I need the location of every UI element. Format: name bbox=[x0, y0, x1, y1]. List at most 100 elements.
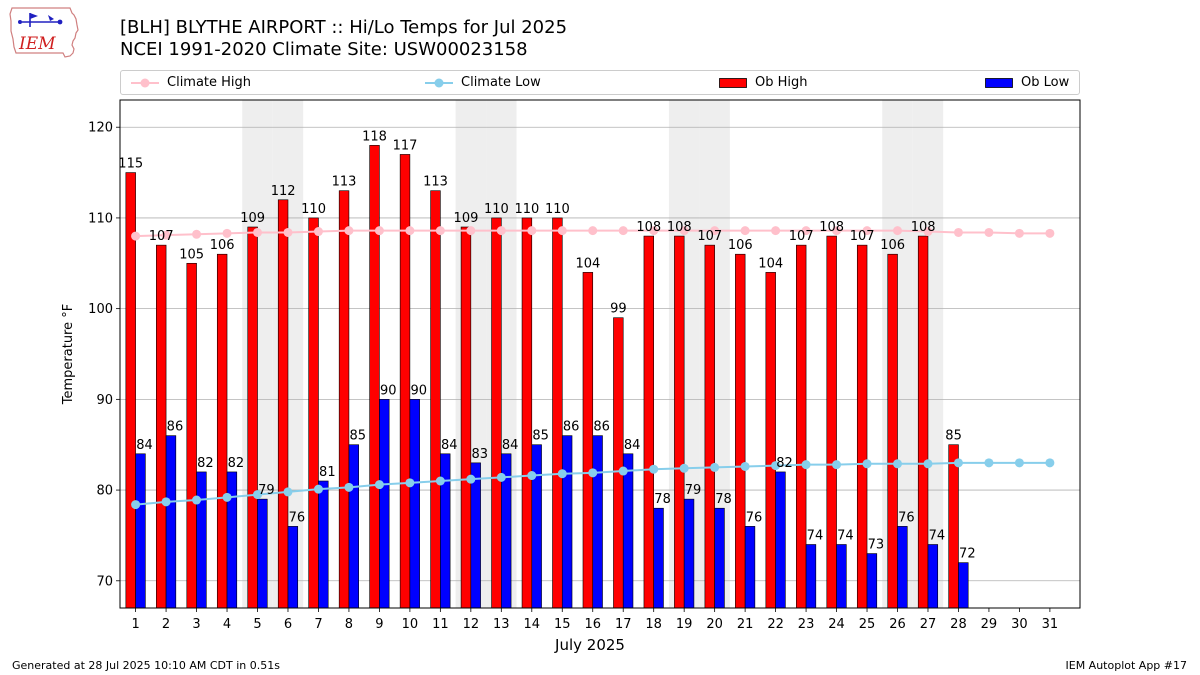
ob-low-bar bbox=[775, 471, 786, 609]
climate-low-point bbox=[801, 460, 811, 470]
ob-high-bar bbox=[826, 235, 837, 609]
ob-low-bar bbox=[958, 562, 969, 609]
climate-high-point bbox=[1045, 228, 1055, 238]
climate-high-point bbox=[557, 226, 567, 236]
ob-high-value-label: 105 bbox=[179, 247, 204, 262]
ob-low-value-label: 84 bbox=[502, 438, 519, 453]
climate-low-point bbox=[679, 463, 689, 473]
ob-low-bar bbox=[897, 526, 908, 609]
climate-high-point bbox=[313, 227, 323, 237]
x-tick-label: 23 bbox=[798, 617, 815, 632]
climate-high-point bbox=[618, 226, 628, 236]
climate-high-point bbox=[222, 228, 232, 238]
ob-high-value-label: 107 bbox=[149, 229, 174, 244]
x-tick-label: 11 bbox=[432, 617, 449, 632]
ob-high-bar bbox=[430, 190, 441, 609]
ob-high-value-label: 109 bbox=[240, 211, 265, 226]
ob-high-bar bbox=[643, 235, 654, 609]
x-tick-label: 27 bbox=[920, 617, 937, 632]
x-tick-label: 8 bbox=[345, 617, 353, 632]
legend-ob-low-swatch bbox=[985, 77, 1013, 88]
y-tick-label: 70 bbox=[96, 574, 113, 589]
ob-low-value-label: 84 bbox=[441, 438, 458, 453]
ob-low-value-label: 79 bbox=[685, 483, 702, 498]
x-tick-label: 31 bbox=[1042, 617, 1059, 632]
chart-subtitle: NCEI 1991-2020 Climate Site: USW00023158 bbox=[120, 39, 528, 60]
climate-high-point bbox=[710, 226, 720, 236]
climate-low-point bbox=[953, 458, 963, 468]
climate-low-point bbox=[405, 478, 415, 488]
ob-high-bar bbox=[948, 444, 959, 609]
legend-ob-high-swatch bbox=[719, 77, 747, 88]
ob-low-value-label: 82 bbox=[197, 456, 214, 471]
climate-low-point bbox=[984, 458, 994, 468]
ob-high-bar bbox=[491, 217, 502, 609]
ob-low-bar bbox=[135, 453, 146, 609]
climate-high-point bbox=[131, 231, 141, 241]
climate-high-point bbox=[893, 226, 903, 236]
legend-ob-high-label: Ob High bbox=[755, 75, 808, 90]
chart-title: [BLH] BLYTHE AIRPORT :: Hi/Lo Temps for … bbox=[120, 17, 568, 38]
ob-high-value-label: 110 bbox=[545, 202, 570, 217]
ob-low-value-label: 84 bbox=[624, 438, 641, 453]
ob-low-bar bbox=[165, 435, 177, 609]
x-tick-label: 17 bbox=[615, 617, 632, 632]
ob-low-value-label: 78 bbox=[715, 492, 732, 507]
x-tick-label: 12 bbox=[463, 617, 480, 632]
ob-high-value-label: 107 bbox=[789, 229, 814, 244]
ob-high-value-label: 107 bbox=[850, 229, 875, 244]
ob-high-value-label: 108 bbox=[911, 220, 936, 235]
x-tick-label: 10 bbox=[402, 617, 419, 632]
climate-low-point bbox=[740, 461, 750, 471]
climate-high-point bbox=[527, 226, 537, 236]
y-tick-label: 80 bbox=[96, 484, 113, 499]
ob-low-bar bbox=[348, 444, 359, 609]
ob-high-value-label: 106 bbox=[210, 238, 235, 253]
x-tick-label: 25 bbox=[859, 617, 876, 632]
ob-high-bar bbox=[460, 226, 472, 609]
ob-high-bar bbox=[247, 226, 258, 609]
climate-high-point bbox=[496, 226, 506, 236]
x-tick-label: 22 bbox=[767, 617, 784, 632]
ob-high-bar bbox=[765, 272, 776, 609]
climate-low-point bbox=[253, 490, 263, 500]
climate-low-point bbox=[862, 459, 872, 469]
ob-low-bar bbox=[257, 498, 268, 609]
ob-low-value-label: 76 bbox=[289, 510, 306, 525]
climate-low-point bbox=[131, 500, 141, 510]
climate-low-point bbox=[893, 459, 903, 469]
x-tick-label: 20 bbox=[706, 617, 723, 632]
ob-high-value-label: 113 bbox=[423, 175, 448, 190]
ob-low-value-label: 73 bbox=[868, 538, 885, 553]
x-tick-label: 6 bbox=[284, 617, 292, 632]
climate-high-point bbox=[649, 226, 659, 236]
climate-high-point bbox=[588, 226, 598, 236]
ob-high-value-label: 107 bbox=[697, 229, 722, 244]
ob-high-bar bbox=[796, 244, 807, 609]
ob-high-bar bbox=[399, 154, 411, 609]
climate-high-point bbox=[253, 227, 263, 237]
legend-climate-high-marker bbox=[131, 78, 159, 87]
legend-item-ob-low: Ob Low bbox=[985, 71, 1069, 94]
ob-high-bar bbox=[521, 217, 533, 609]
ob-low-value-label: 82 bbox=[776, 456, 793, 471]
x-tick-label: 4 bbox=[223, 617, 231, 632]
x-tick-label: 30 bbox=[1011, 617, 1028, 632]
ob-high-bar bbox=[613, 317, 624, 609]
x-tick-label: 29 bbox=[981, 617, 998, 632]
ob-high-bar bbox=[277, 199, 289, 609]
chart-legend: Climate High Climate Low Ob High Ob Low bbox=[120, 70, 1080, 95]
ob-low-value-label: 82 bbox=[228, 456, 245, 471]
legend-climate-low-marker bbox=[425, 78, 453, 87]
ob-high-bar bbox=[552, 217, 563, 609]
ob-low-value-label: 78 bbox=[654, 492, 671, 507]
generated-timestamp: Generated at 28 Jul 2025 10:10 AM CDT in… bbox=[12, 659, 280, 672]
ob-low-bar bbox=[470, 462, 481, 609]
climate-high-point bbox=[832, 226, 842, 236]
legend-climate-high-label: Climate High bbox=[167, 75, 252, 90]
ob-low-bar bbox=[226, 471, 238, 609]
ob-low-value-label: 76 bbox=[898, 510, 915, 525]
y-tick-label: 120 bbox=[88, 121, 113, 136]
climate-low-point bbox=[222, 492, 232, 502]
ob-low-bar bbox=[318, 480, 329, 609]
